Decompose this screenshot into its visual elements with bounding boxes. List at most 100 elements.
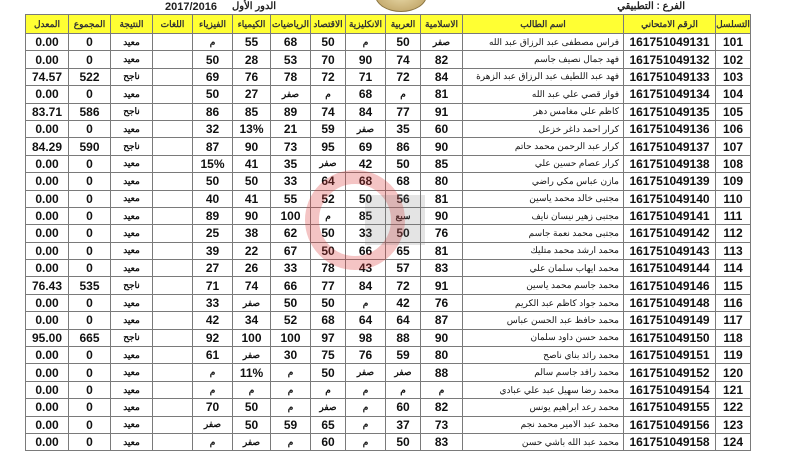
table-cell: معيد bbox=[110, 380, 153, 400]
table-cell: 50 bbox=[310, 293, 346, 313]
table-cell: محمد رائد بناي ناصح bbox=[462, 346, 624, 365]
table-cell: 50 bbox=[192, 85, 233, 104]
column-header: العربية bbox=[385, 14, 421, 34]
table-cell: 37 bbox=[385, 415, 421, 434]
table-cell bbox=[152, 415, 193, 434]
table-cell: ناجح bbox=[110, 137, 153, 156]
table-cell: 91 bbox=[420, 276, 463, 295]
table-row: 101 161751049131 فراس مصطفى عبد الرزاق عبد… bbox=[25, 32, 751, 52]
table-cell: صفر bbox=[420, 32, 463, 52]
table-cell: معيد bbox=[110, 415, 153, 434]
table-cell: 27 bbox=[192, 259, 233, 278]
table-cell: فواز قصي علي عبد الله bbox=[462, 85, 624, 104]
table-cell: 68 bbox=[270, 32, 311, 52]
table-cell: 65 bbox=[385, 241, 421, 261]
table-cell: 112 bbox=[715, 224, 751, 243]
table-cell: 0.00 bbox=[25, 259, 69, 278]
table-cell bbox=[152, 259, 193, 278]
table-cell: كاظم علي مغامس دهر bbox=[462, 102, 624, 121]
table-cell: 0.00 bbox=[25, 380, 69, 400]
table-cell: 161751049150 bbox=[623, 328, 716, 348]
table-cell: 35 bbox=[270, 154, 311, 174]
table-cell: 50 bbox=[232, 398, 271, 417]
table-cell: مازن عباس مكي راضي bbox=[462, 172, 624, 191]
table-cell: 80 bbox=[420, 172, 463, 191]
table-cell: 52 bbox=[270, 311, 311, 330]
table-cell: معيد bbox=[110, 398, 153, 417]
table-cell: محمد رعد ابراهيم يونس bbox=[462, 398, 624, 417]
table-cell: 92 bbox=[192, 328, 233, 348]
table-cell: 0.00 bbox=[25, 189, 69, 208]
table-cell: معيد bbox=[110, 259, 153, 278]
table-row: 117 161751049149 محمد حافظ عبد الحسن عباس 8… bbox=[25, 311, 751, 330]
table-cell: معيد bbox=[110, 85, 153, 104]
table-cell: 74.57 bbox=[25, 67, 69, 87]
table-cell: م bbox=[345, 32, 386, 52]
table-cell: 0 bbox=[68, 363, 111, 382]
table-cell: 161751049140 bbox=[623, 189, 716, 208]
table-cell: 81 bbox=[420, 189, 463, 208]
table-cell: 30 bbox=[270, 346, 311, 365]
table-cell: 86 bbox=[192, 102, 233, 121]
table-cell: 50 bbox=[232, 172, 271, 191]
table-cell: 72 bbox=[385, 67, 421, 87]
table-cell bbox=[152, 293, 193, 313]
table-cell: مجتبى زهير نيسان نايف bbox=[462, 206, 624, 226]
table-cell: 69 bbox=[192, 67, 233, 87]
table-cell: 50 bbox=[345, 189, 386, 208]
table-cell: م bbox=[310, 380, 346, 400]
table-cell: 87 bbox=[192, 137, 233, 156]
table-cell: 50 bbox=[310, 224, 346, 243]
table-cell: صفر bbox=[232, 346, 271, 365]
table-cell: 50 bbox=[385, 154, 421, 174]
table-cell: 33 bbox=[192, 293, 233, 313]
table-cell: 0.00 bbox=[25, 32, 69, 52]
table-cell: 35 bbox=[385, 119, 421, 139]
table-cell: 42 bbox=[385, 293, 421, 313]
table-cell: 68 bbox=[310, 311, 346, 330]
table-cell bbox=[152, 224, 193, 243]
table-cell: 161751049142 bbox=[623, 224, 716, 243]
table-cell: سبع bbox=[385, 206, 421, 226]
table-cell: م bbox=[270, 380, 311, 400]
table-cell: 71 bbox=[345, 67, 386, 87]
table-cell: 89 bbox=[270, 102, 311, 121]
table-cell: 32 bbox=[192, 119, 233, 139]
table-row: 115 161751049146 محمد جاسم محمد ياسين 91 72 8… bbox=[25, 276, 751, 295]
table-cell: م bbox=[345, 293, 386, 313]
table-cell bbox=[152, 119, 193, 139]
table-cell: م bbox=[310, 206, 346, 226]
table-cell: 100 bbox=[232, 328, 271, 348]
table-cell bbox=[152, 85, 193, 104]
column-header: الفيزياء bbox=[192, 14, 233, 34]
table-cell: 33 bbox=[270, 172, 311, 191]
table-cell: فهد جمال نصيف جاسم bbox=[462, 50, 624, 69]
table-cell: 104 bbox=[715, 85, 751, 104]
table-cell: 55 bbox=[270, 189, 311, 208]
table-cell: 84.29 bbox=[25, 137, 69, 156]
table-cell: 25 bbox=[192, 224, 233, 243]
table-cell: 123 bbox=[715, 415, 751, 434]
table-cell: 83 bbox=[420, 259, 463, 278]
table-cell: 84 bbox=[420, 67, 463, 87]
table-cell: 89 bbox=[192, 206, 233, 226]
table-cell: م bbox=[192, 432, 233, 451]
table-cell bbox=[152, 154, 193, 174]
table-cell: كرار عصام حسين علي bbox=[462, 154, 624, 174]
table-cell: 56 bbox=[385, 189, 421, 208]
table-cell bbox=[152, 398, 193, 417]
table-cell: 70 bbox=[310, 50, 346, 69]
table-cell: 91 bbox=[420, 102, 463, 121]
table-row: 108 161751049138 كرار عصام حسين علي 85 50 42 ص… bbox=[25, 154, 751, 174]
table-cell: 64 bbox=[310, 172, 346, 191]
table-row: 122 161751049155 محمد رعد ابراهيم يونس 82 60… bbox=[25, 398, 751, 417]
table-cell: معيد bbox=[110, 172, 153, 191]
table-cell bbox=[152, 276, 193, 295]
table-cell: 0 bbox=[68, 398, 111, 417]
table-cell: 69 bbox=[345, 137, 386, 156]
table-cell: 80 bbox=[420, 346, 463, 365]
table-cell: 21 bbox=[270, 119, 311, 139]
table-cell: 59 bbox=[385, 346, 421, 365]
table-cell: 102 bbox=[715, 50, 751, 69]
table-cell: 50 bbox=[192, 50, 233, 69]
